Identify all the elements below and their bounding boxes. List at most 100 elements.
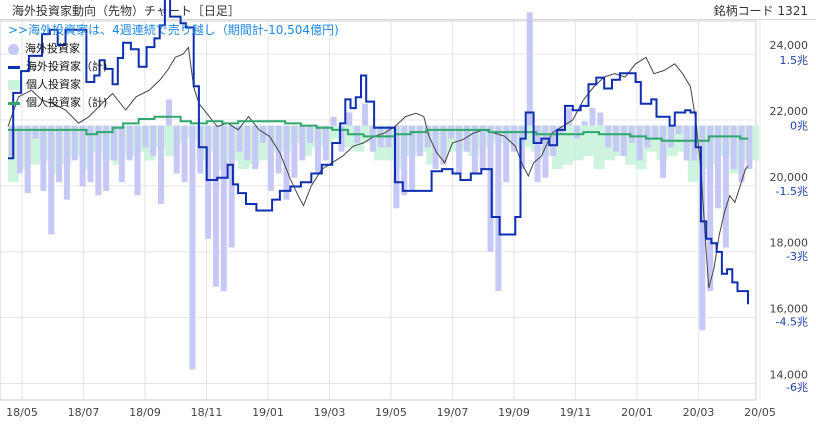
foreign-bar <box>644 125 651 148</box>
individual-bar <box>748 125 759 161</box>
foreign-bar <box>118 125 125 183</box>
foreign-bar <box>283 125 290 200</box>
foreign-bar <box>448 125 455 139</box>
axes: 24,000 22,000 20,000 18,000 16,000 14,000 1.5兆… <box>6 39 808 419</box>
individual-bar <box>426 125 438 165</box>
legend-swatch-foreign <box>8 43 19 55</box>
foreign-bar <box>636 125 643 161</box>
individual-bar <box>593 125 605 170</box>
x-tick-label: 20/01 <box>621 406 653 419</box>
foreign-bar <box>87 125 94 183</box>
foreign-bar <box>212 125 219 287</box>
foreign-bar <box>660 125 667 178</box>
legend-label-individual-cum: 個人投資家（計) <box>26 96 108 109</box>
individual-bar <box>49 125 61 174</box>
foreign-bar <box>620 125 627 157</box>
foreign-bar <box>252 125 259 170</box>
individual-bar <box>625 125 637 165</box>
foreign-bar <box>479 125 486 170</box>
foreign-bar <box>205 125 212 239</box>
individual-bar <box>300 125 312 157</box>
foreign-bar <box>110 125 117 161</box>
grid-lines <box>0 20 761 401</box>
individual-bar <box>551 125 563 170</box>
foreign-bar <box>150 125 157 157</box>
foreign-bar <box>401 125 408 196</box>
left-tick-label: 18,000 <box>770 237 809 250</box>
foreign-bar <box>730 125 737 170</box>
individual-bar <box>342 125 354 148</box>
foreign-bar <box>605 125 612 148</box>
legend-item-individual[interactable]: 個人投資家 <box>8 76 107 94</box>
foreign-bar <box>628 125 635 143</box>
foreign-bar <box>667 125 674 148</box>
x-tick-label: 19/01 <box>252 406 284 419</box>
legend-swatch-individual <box>8 80 20 90</box>
foreign-bar <box>715 125 722 209</box>
foreign-bar <box>652 125 659 139</box>
individual-bar <box>332 125 344 139</box>
individual-bar <box>81 125 93 170</box>
x-tick-label: 18/07 <box>68 406 100 419</box>
foreign-bar <box>244 125 251 161</box>
foreign-bar <box>487 125 494 252</box>
foreign-bar <box>338 125 345 152</box>
foreign-bar <box>565 108 572 126</box>
legend: 海外投資家 海外投資家（計) 個人投資家 個人投資家（計) <box>8 40 107 112</box>
foreign-bar <box>707 125 714 292</box>
foreign-bar <box>722 125 729 248</box>
individual-bar <box>28 125 40 165</box>
foreign-bar <box>416 125 423 157</box>
right-tick-label: 1.5兆 <box>780 54 809 67</box>
foreign-bar <box>362 103 369 126</box>
price-line <box>7 46 749 289</box>
individual-bar <box>708 125 720 165</box>
x-tick-label: 19/03 <box>314 406 346 419</box>
foreign-bar <box>291 125 298 178</box>
foreign-bar <box>299 125 306 161</box>
individual-bar <box>562 125 574 165</box>
foreign-bar <box>48 125 55 235</box>
individual-bar <box>112 125 124 165</box>
individual-bar <box>740 125 752 161</box>
right-tick-label: -6兆 <box>786 381 808 394</box>
individual-bar <box>18 125 30 170</box>
foreign-bar <box>134 125 141 196</box>
legend-item-individual-cum[interactable]: 個人投資家（計) <box>8 94 107 112</box>
foreign-bar <box>573 125 580 139</box>
foreign-bar <box>181 125 188 183</box>
foreign-bar <box>597 112 604 126</box>
left-tick-label: 16,000 <box>770 303 809 316</box>
x-tick-label: 18/05 <box>6 406 38 419</box>
foreign-bar <box>158 125 165 204</box>
legend-item-foreign-cum[interactable]: 海外投資家（計) <box>8 58 107 76</box>
individual-bar <box>572 125 584 161</box>
individual-bar <box>164 125 176 157</box>
foreign-bar <box>307 125 314 143</box>
x-tick-label: 18/11 <box>191 406 223 419</box>
foreign-bar <box>369 125 376 152</box>
x-tick-label: 20/03 <box>683 406 715 419</box>
x-tick-label: 19/11 <box>560 406 592 419</box>
individual-bar <box>457 125 469 152</box>
foreign-bar <box>16 125 23 174</box>
individual-bar <box>206 125 218 152</box>
foreign-bar <box>456 125 463 174</box>
right-tick-label: -3兆 <box>786 250 808 263</box>
individual-bar <box>363 125 375 143</box>
foreign-bar <box>189 125 196 370</box>
foreign-bar <box>613 125 620 152</box>
foreign-bar <box>9 125 15 157</box>
individual-bar <box>394 125 406 170</box>
foreign-bar <box>220 125 227 292</box>
x-tick-label: 20/05 <box>744 406 776 419</box>
chart-title: 海外投資家動向（先物）チャート［日足］ <box>12 4 240 18</box>
individual-bar <box>614 125 626 157</box>
foreign-bar <box>314 125 321 174</box>
headline-link[interactable]: >>海外投資家は、4週連続で売り越し（期間計-10,504億円) <box>8 23 339 37</box>
foreign-bar <box>738 125 745 183</box>
legend-item-foreign[interactable]: 海外投資家 <box>8 40 107 58</box>
foreign-bar <box>267 125 274 191</box>
x-tick-label: 18/09 <box>129 406 161 419</box>
foreign-bar <box>103 125 110 191</box>
